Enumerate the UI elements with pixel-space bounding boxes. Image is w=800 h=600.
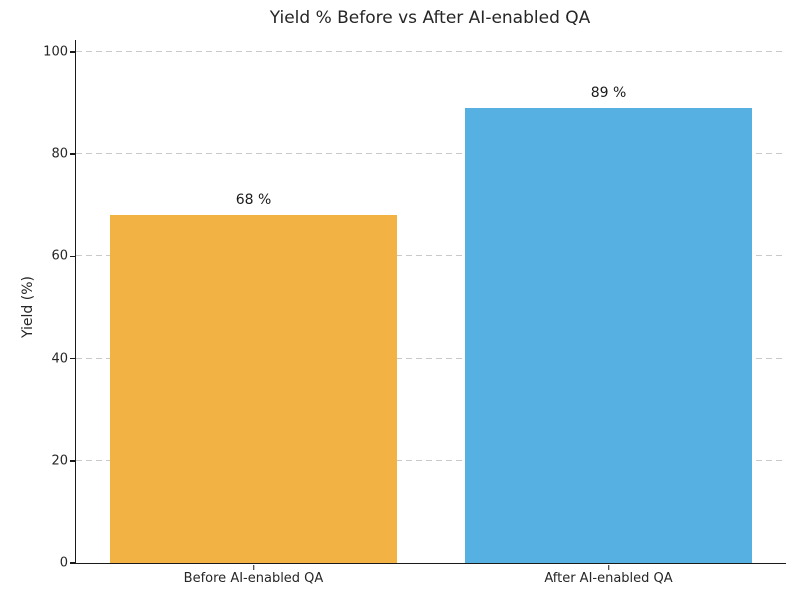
gridline-y-100 — [76, 50, 786, 52]
y-tick-mark-100 — [69, 51, 75, 53]
gridline-y-40 — [76, 357, 786, 359]
bar-after-qa — [465, 108, 752, 563]
y-tick-label-0: 0 — [59, 555, 68, 571]
y-tick-label-60: 60 — [51, 248, 68, 264]
plot-area: 0 20 40 60 80 100 68 % Before AI-enabled QA 89 %… — [43, 40, 786, 586]
y-tick-mark-0 — [69, 562, 75, 564]
gridline-y-20 — [76, 459, 786, 461]
bar-value-label-before: 68 % — [235, 192, 272, 209]
y-tick-label-20: 20 — [51, 453, 68, 469]
y-axis-label: Yield (%) — [20, 275, 36, 339]
gridline-y-80 — [76, 153, 786, 155]
bar-value-label-after: 89 % — [590, 85, 627, 101]
x-tick-label-after: After AI-enabled QA — [544, 571, 673, 586]
x-tick-mark-after — [607, 564, 610, 570]
y-tick-label-40: 40 — [51, 351, 68, 367]
gridline-y-60 — [76, 255, 786, 257]
y-tick-mark-80 — [69, 153, 75, 155]
y-tick-label-80: 80 — [51, 146, 68, 162]
x-tick-label-before: Before AI-enabled QA — [183, 571, 324, 586]
bar-before-qa — [110, 215, 397, 563]
y-tick-label-100: 100 — [43, 44, 68, 60]
y-tick-mark-60 — [69, 255, 75, 258]
y-tick-mark-20 — [69, 460, 75, 462]
chart-title: Yield % Before vs After AI-enabled QA — [269, 8, 591, 28]
x-tick-mark-before — [252, 564, 255, 570]
y-tick-mark-40 — [69, 357, 75, 360]
